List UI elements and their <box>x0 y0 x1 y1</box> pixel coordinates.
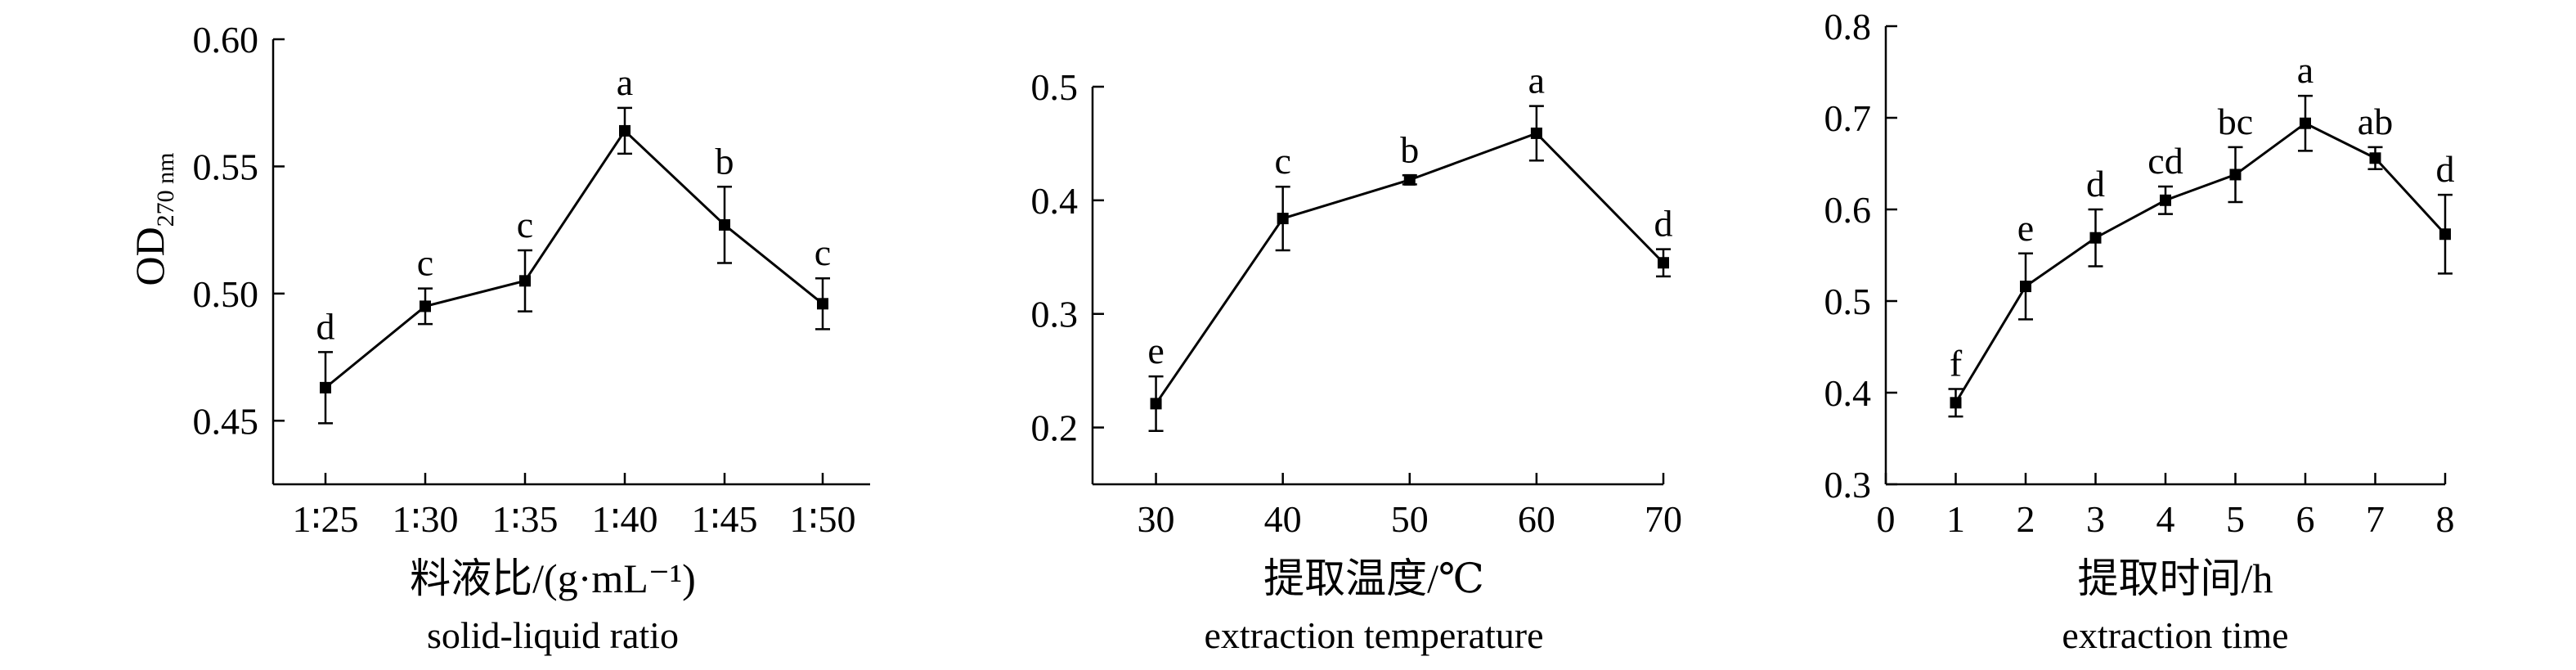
x-tick-label: 8 <box>2436 498 2455 540</box>
x-tick-label: 60 <box>1518 498 1555 540</box>
x-tick-label: 1∶40 <box>592 498 658 540</box>
x-tick-label: 4 <box>2156 498 2175 540</box>
data-point <box>1658 257 1669 269</box>
significance-letter: f <box>1950 343 1963 384</box>
data-point <box>1277 213 1289 225</box>
x-axis-label-cn: 料液比/(g·mL⁻¹) <box>410 555 696 601</box>
chart-panel-3: 0.30.40.50.60.70.80 1 2 3 4 5 6 7 8fedcdbcaabd提取… <box>1824 6 2455 656</box>
significance-letter: b <box>716 140 734 182</box>
y-tick-label: 0.50 <box>193 273 259 315</box>
significance-letter: cd <box>2147 140 2183 182</box>
significance-letter: e <box>2017 207 2034 249</box>
x-tick-label: 1∶30 <box>393 498 459 540</box>
significance-letter: bc <box>2218 101 2253 142</box>
significance-letter: b <box>1400 128 1419 170</box>
data-point <box>2300 117 2311 129</box>
y-tick-label: 0.5 <box>1031 66 1079 108</box>
data-point <box>2160 194 2171 206</box>
x-tick-label: 5 <box>2226 498 2245 540</box>
y-tick-label: 0.45 <box>193 400 259 442</box>
significance-letter: a <box>617 61 633 103</box>
data-point <box>2229 169 2242 181</box>
chart-panel-2: 0.2 0.3 0.4 0.5 30 40 50 60 70 e c b a d 提取温度/℃ extract… <box>1031 60 1683 656</box>
y-tick-label: 0.7 <box>1824 97 1872 139</box>
data-point <box>1403 173 1416 186</box>
data-point <box>519 275 531 287</box>
data-point <box>817 298 828 310</box>
y-tick-label: 0.55 <box>193 146 259 187</box>
series-line <box>325 128 824 389</box>
y-tick-label: 0.2 <box>1031 407 1079 449</box>
x-tick-label: 6 <box>2296 498 2315 540</box>
data-point <box>2020 281 2031 293</box>
y-axis-label: OD270 nm <box>127 152 179 286</box>
series-line <box>1954 121 2447 404</box>
data-point <box>1950 397 1962 409</box>
x-tick-label: 50 <box>1391 498 1429 540</box>
series-line <box>1155 132 1665 405</box>
data-point <box>2369 152 2381 164</box>
x-tick-label: 70 <box>1645 498 1682 540</box>
y-axis-label-main: OD <box>127 227 173 286</box>
x-axis-label-en: extraction time <box>2062 614 2288 656</box>
x-axis-label-en: solid-liquid ratio <box>427 614 679 656</box>
y-tick-label: 0.8 <box>1824 6 1872 47</box>
significance-letter: c <box>517 204 533 245</box>
chart-panel-1: 0.45 0.50 0.55 0.60 1∶25 1∶30 1∶35 1∶40 1∶45 1∶50… <box>127 19 870 656</box>
x-tick-label: 1∶25 <box>293 498 359 540</box>
y-tick-label: 0.4 <box>1824 372 1872 414</box>
x-tick-label: 1∶35 <box>492 498 559 540</box>
y-tick-label: 0.4 <box>1031 180 1079 222</box>
x-tick-label: 3 <box>2086 498 2105 540</box>
data-point <box>2089 232 2102 244</box>
significance-letter: a <box>2297 49 2313 91</box>
x-tick-label: 1∶50 <box>790 498 856 540</box>
data-point <box>2439 228 2451 241</box>
y-axis-label-subscript: 270 nm <box>152 152 179 227</box>
x-tick-label: 7 <box>2366 498 2385 540</box>
x-axis-label-cn: 提取温度/℃ <box>1263 555 1484 601</box>
x-axis-label-cn: 提取时间/h <box>2078 555 2273 601</box>
y-tick-label: 0.60 <box>193 19 259 61</box>
y-tick-label: 0.6 <box>1824 189 1872 231</box>
data-point <box>619 124 631 137</box>
data-point <box>1530 127 1542 139</box>
data-point <box>320 381 331 393</box>
significance-letter: a <box>1528 60 1545 101</box>
significance-letter: e <box>1147 330 1164 371</box>
significance-letter: ab <box>2358 101 2393 142</box>
significance-letter: d <box>2086 163 2105 205</box>
data-point <box>1150 398 1162 410</box>
y-tick-label: 0.3 <box>1031 294 1079 335</box>
significance-letter: c <box>815 232 831 273</box>
significance-letter: d <box>1654 203 1673 245</box>
data-point <box>719 218 730 231</box>
x-axis-label-en: extraction temperature <box>1204 614 1543 656</box>
significance-letter: c <box>417 242 433 284</box>
significance-letter: c <box>1274 140 1290 182</box>
x-tick-label: 40 <box>1264 498 1302 540</box>
x-tick-label: 2 <box>2017 498 2035 540</box>
x-tick-label: 1∶45 <box>692 498 758 540</box>
significance-letter: d <box>2436 148 2455 190</box>
data-point <box>420 300 431 313</box>
x-tick-label: 1 <box>1946 498 1965 540</box>
y-tick-label: 0.3 <box>1824 464 1872 506</box>
y-tick-label: 0.5 <box>1824 281 1872 322</box>
significance-letter: d <box>316 305 335 347</box>
x-tick-label: 30 <box>1138 498 1175 540</box>
x-tick-label: 0 <box>1877 498 1896 540</box>
